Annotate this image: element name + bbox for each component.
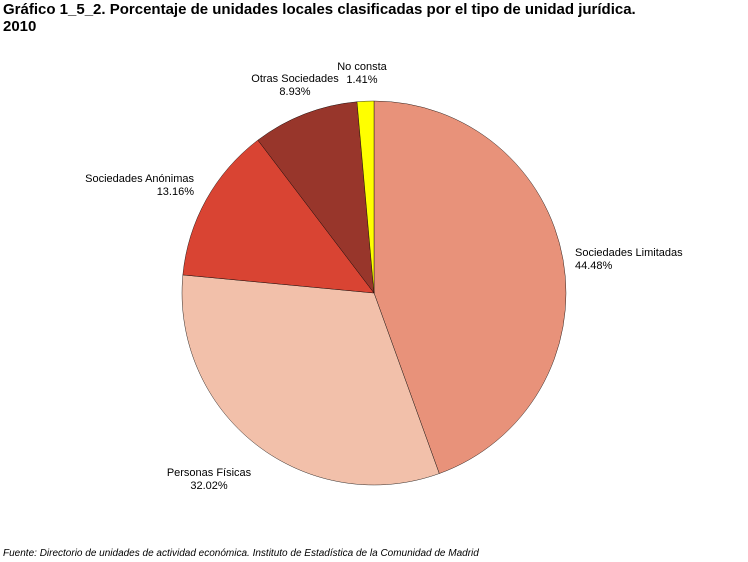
source-footer: Fuente: Directorio de unidades de activi… xyxy=(3,548,479,559)
slice-label: Sociedades Limitadas xyxy=(575,247,683,259)
slice-label: Personas Físicas xyxy=(166,467,252,479)
slice-label: Sociedades Anónimas xyxy=(85,173,194,185)
label-sociedades-limitadas: Sociedades Limitadas 44.48% xyxy=(575,247,683,273)
pie-chart xyxy=(181,100,567,486)
label-no-consta: No consta 1.41% xyxy=(322,61,402,87)
slice-label: Otras Sociedades xyxy=(251,73,339,85)
chart-title: Gráfico 1_5_2. Porcentaje de unidades lo… xyxy=(3,1,743,35)
slice-value: 32.02% xyxy=(190,480,228,492)
pie-slice-no-consta xyxy=(356,100,375,294)
label-otras-sociedades: Otras Sociedades 8.93% xyxy=(235,73,355,99)
pie-slice-sociedades-limitadas xyxy=(373,100,567,474)
slice-label: No consta xyxy=(337,61,387,73)
label-sociedades-anonimas: Sociedades Anónimas 13.16% xyxy=(66,173,194,199)
label-personas-fisicas: Personas Físicas 32.02% xyxy=(159,467,259,493)
slice-value: 1.41% xyxy=(346,74,378,86)
pie-slice-sociedades-an-nimas xyxy=(182,139,375,294)
chart-title-text: Gráfico 1_5_2. Porcentaje de unidades lo… xyxy=(3,1,636,18)
slice-value: 8.93% xyxy=(279,86,311,98)
pie-slice-personas-f-sicas xyxy=(181,274,440,486)
slice-value: 13.16% xyxy=(156,186,194,198)
chart-subtitle: 2010 xyxy=(3,18,37,35)
pie-slice-otras-sociedades xyxy=(257,101,375,294)
slice-value: 44.48% xyxy=(575,260,613,272)
